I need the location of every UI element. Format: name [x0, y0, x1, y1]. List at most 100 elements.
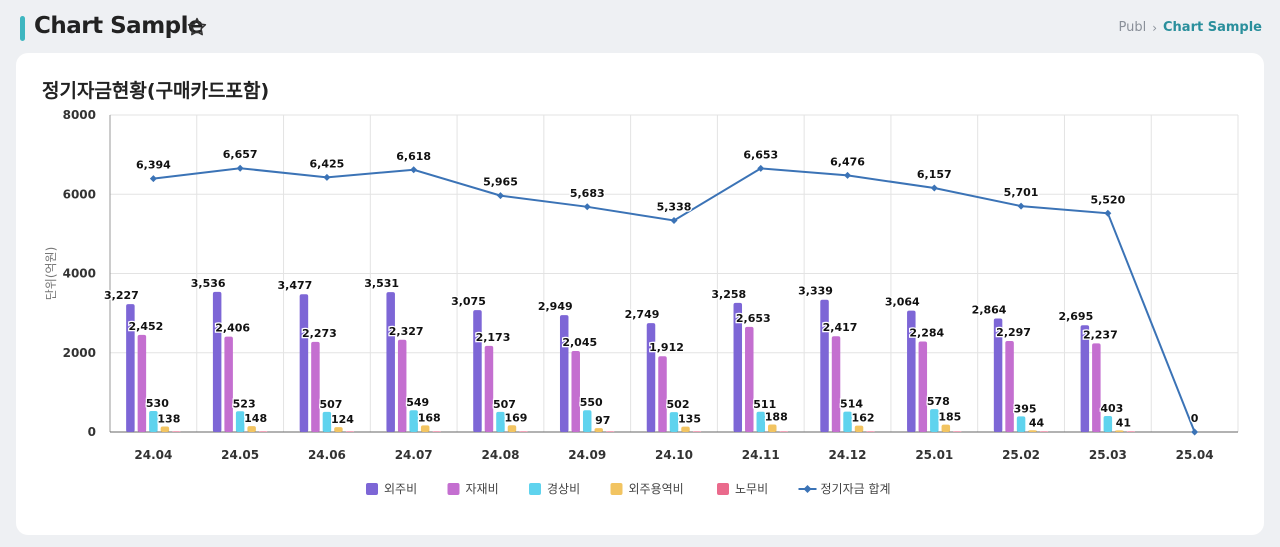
page-header: Chart Sample Publ › Chart Sample: [0, 0, 1280, 56]
data-label: 2,237: [1083, 328, 1118, 341]
chart-title: 정기자금현황(구매카드포함): [42, 80, 270, 102]
bar-외주비: [907, 310, 916, 432]
line-point: [1104, 209, 1112, 217]
x-tick-label: 24.05: [221, 448, 259, 462]
data-label: 530: [146, 397, 169, 410]
legend-swatch: [447, 483, 460, 495]
bar-외주용역비: [681, 426, 690, 432]
bar-외주비: [559, 315, 569, 432]
breadcrumb: Publ › Chart Sample: [1118, 20, 1262, 35]
line-point: [1191, 428, 1199, 436]
legend-label: 노무비: [735, 482, 768, 496]
x-tick-label: 24.09: [568, 448, 606, 462]
data-label: 403: [1100, 402, 1123, 415]
bar-경상비: [496, 411, 505, 432]
legend-swatch: [717, 483, 729, 495]
data-label: 2,653: [736, 312, 771, 325]
data-label: 2,417: [823, 321, 858, 334]
bar-경상비: [756, 411, 766, 432]
line-data-label: 0: [1191, 412, 1199, 425]
data-label: 169: [504, 411, 527, 424]
legend-swatch: [529, 483, 541, 495]
x-tick-label: 24.12: [829, 448, 867, 462]
bar-자재비: [1092, 343, 1101, 432]
bar-외주용역비: [334, 427, 343, 432]
bar-자재비: [745, 326, 754, 432]
bar-외주용역비: [507, 425, 517, 432]
data-label: 138: [157, 413, 180, 426]
y-tick-label: 6000: [63, 187, 96, 201]
data-label: 2,297: [996, 326, 1031, 339]
bar-외주비: [126, 304, 135, 432]
data-label: 124: [331, 413, 354, 426]
legend-swatch: [610, 483, 623, 495]
line-point: [410, 166, 418, 174]
bar-노무비: [1039, 431, 1049, 432]
x-tick-label: 25.02: [1002, 448, 1040, 462]
data-label: 3,536: [191, 277, 226, 290]
line-point: [583, 203, 591, 211]
x-tick-label: 24.07: [395, 448, 433, 462]
data-label: 41: [1116, 416, 1131, 429]
bar-외주비: [820, 299, 829, 432]
bar-외주용역비: [594, 428, 603, 432]
legend-label: 자재비: [466, 482, 499, 496]
line-data-label: 6,394: [136, 159, 171, 172]
bar-외주용역비: [420, 425, 430, 432]
data-label: 3,477: [278, 279, 313, 292]
line-data-label: 6,618: [396, 150, 431, 163]
x-tick-label: 24.10: [655, 448, 693, 462]
data-label: 2,173: [476, 331, 511, 344]
line-data-label: 5,520: [1090, 193, 1125, 206]
data-label: 2,406: [215, 322, 250, 335]
line-data-label: 6,476: [830, 155, 865, 168]
line-point: [323, 173, 331, 181]
line-data-label: 6,425: [310, 157, 345, 170]
data-label: 395: [1014, 402, 1037, 415]
bar-자재비: [658, 356, 667, 432]
bar-경상비: [669, 412, 679, 432]
bar-자재비: [397, 339, 407, 432]
bar-자재비: [831, 336, 841, 432]
bar-자재비: [311, 341, 320, 432]
legend-label: 외주비: [384, 482, 417, 496]
data-label: 578: [927, 395, 950, 408]
data-label: 3,227: [104, 289, 139, 302]
y-tick-label: 4000: [63, 267, 96, 281]
bar-외주비: [212, 291, 222, 432]
line-point: [844, 171, 852, 179]
bar-경상비: [322, 411, 332, 432]
bar-경상비: [1103, 416, 1113, 432]
x-tick-label: 25.04: [1176, 448, 1214, 462]
breadcrumb-item-publ[interactable]: Publ: [1118, 20, 1147, 35]
data-label: 549: [406, 396, 429, 409]
line-data-label: 5,683: [570, 187, 605, 200]
line-data-label: 6,653: [743, 148, 778, 161]
legend-swatch: [366, 483, 378, 495]
y-axis-title: 단위(억원): [44, 247, 58, 301]
data-label: 3,075: [451, 295, 486, 308]
data-label: 2,749: [625, 308, 660, 321]
data-label: 2,695: [1058, 310, 1093, 323]
data-label: 514: [840, 398, 863, 411]
bar-자재비: [484, 345, 494, 432]
data-label: 97: [595, 414, 610, 427]
bar-자재비: [137, 334, 147, 432]
line-point: [236, 164, 244, 172]
data-label: 168: [418, 411, 441, 424]
bar-노무비: [779, 431, 789, 432]
bar-외주비: [299, 294, 309, 432]
data-label: 3,258: [711, 288, 746, 301]
bar-외주비: [1080, 325, 1090, 432]
legend-point-marker: [803, 485, 812, 493]
data-label: 523: [233, 397, 256, 410]
data-label: 2,273: [302, 327, 337, 340]
bar-외주비: [386, 292, 395, 432]
x-tick-label: 25.01: [915, 448, 953, 462]
data-label: 44: [1029, 416, 1045, 429]
x-tick-label: 24.06: [308, 448, 346, 462]
bar-외주비: [993, 318, 1003, 432]
data-label: 3,531: [364, 277, 399, 290]
star-icon[interactable]: [186, 16, 208, 38]
